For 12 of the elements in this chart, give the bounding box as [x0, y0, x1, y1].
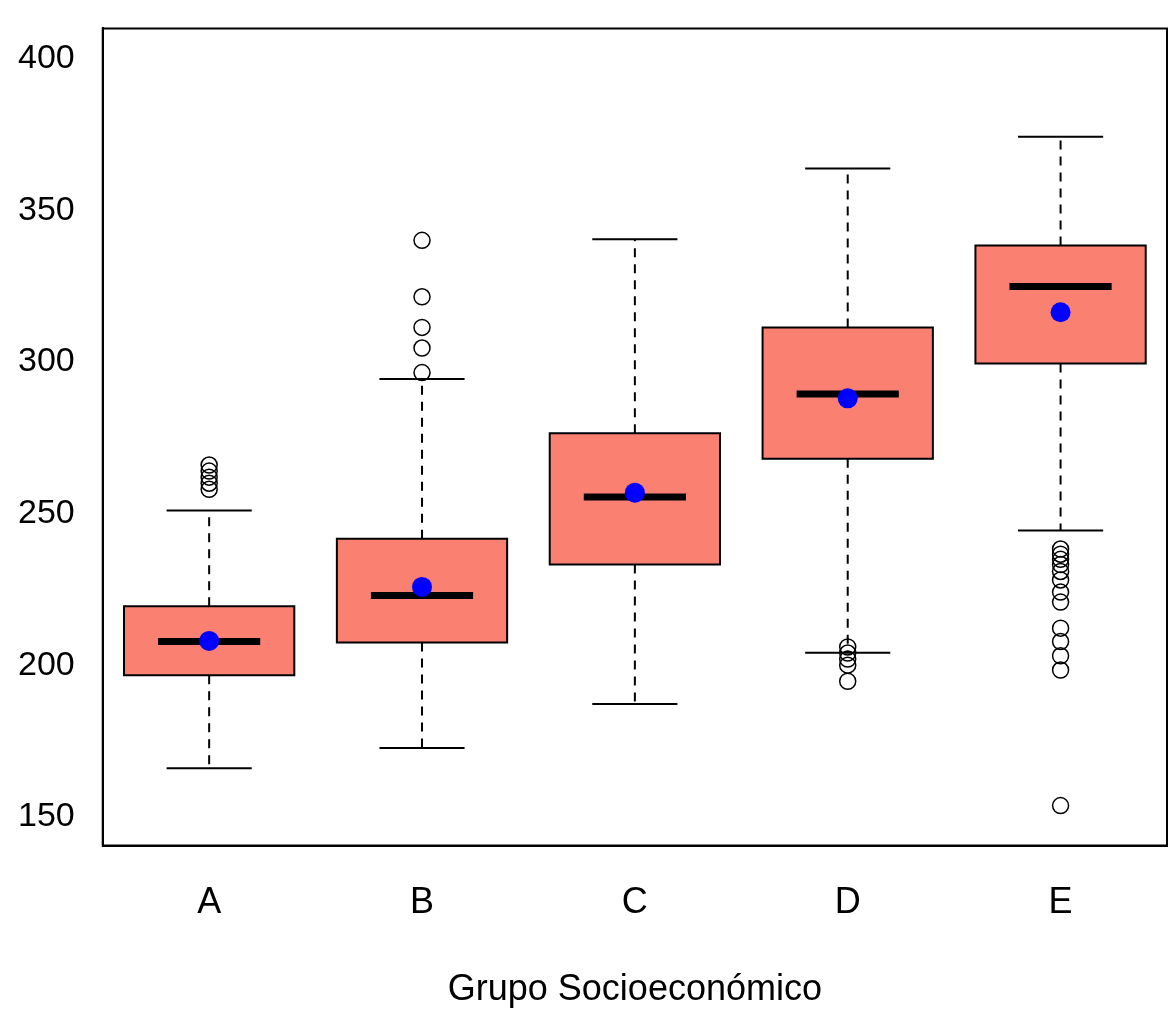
- y-tick-label: 400: [17, 37, 75, 76]
- y-tick-label: 200: [17, 643, 75, 682]
- x-tick-label: E: [1048, 880, 1073, 922]
- x-tick-label: D: [834, 880, 861, 922]
- x-tick-label: B: [410, 880, 435, 922]
- x-tick-label: A: [197, 880, 222, 922]
- y-tick-label: 150: [17, 795, 75, 834]
- x-tick-label: C: [621, 880, 648, 922]
- y-tick-label: 250: [17, 491, 75, 530]
- y-tick-label: 350: [17, 188, 75, 227]
- y-tick-label: 300: [17, 340, 75, 379]
- x-axis-title: Grupo Socioeconómico: [447, 967, 822, 1009]
